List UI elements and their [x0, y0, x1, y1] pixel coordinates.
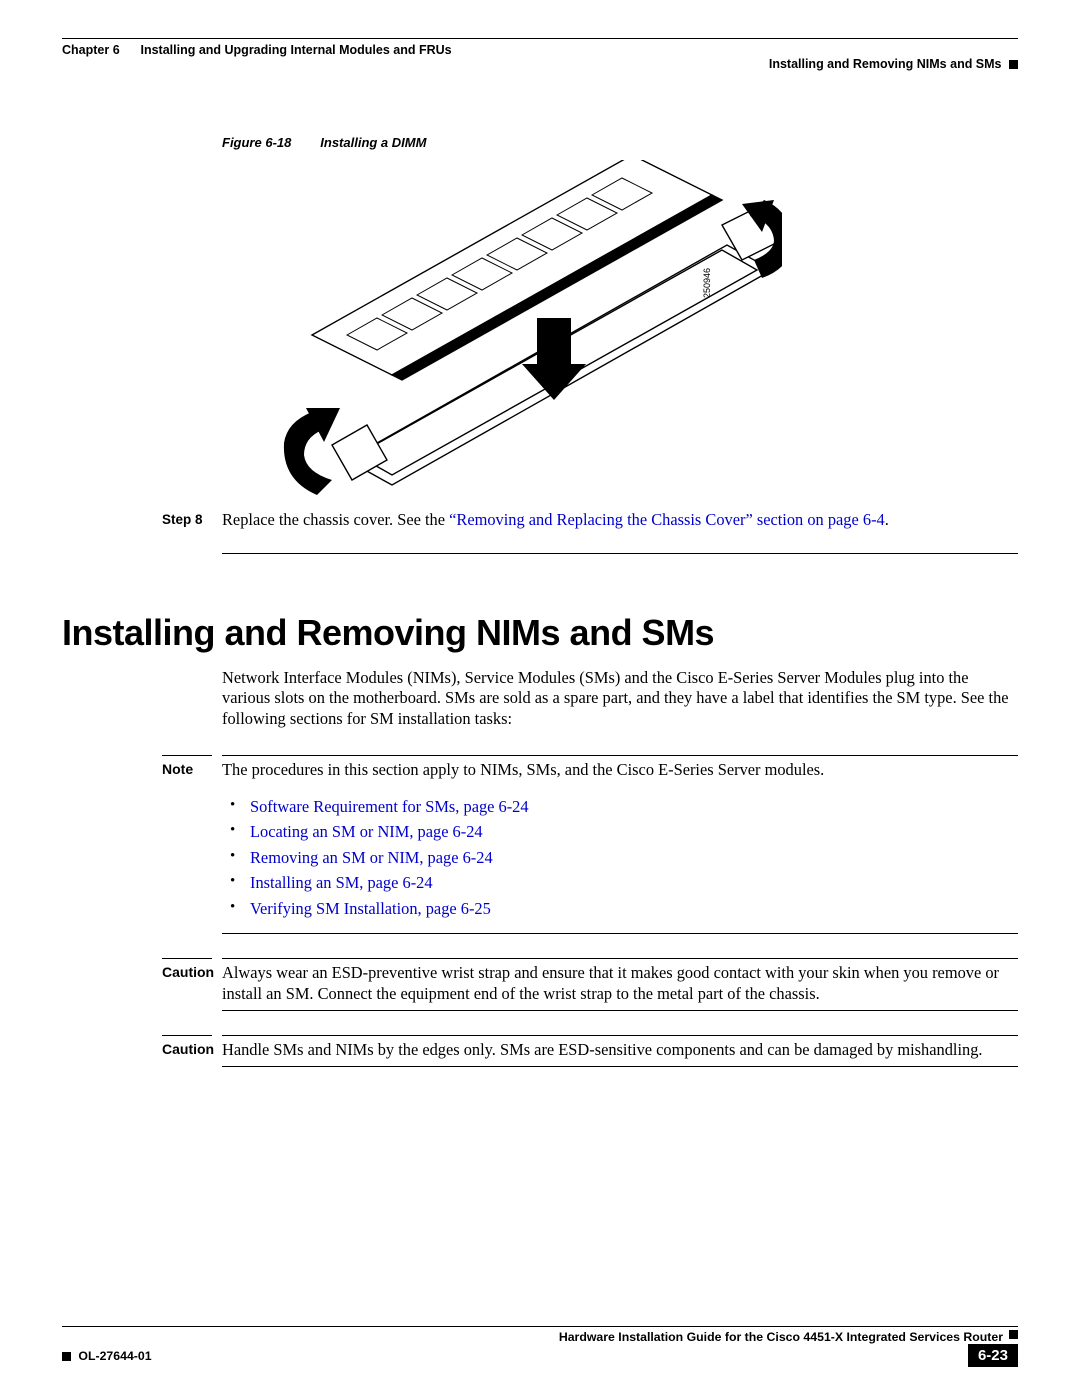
page-header: Chapter 6 Installing and Upgrading Inter…	[62, 43, 1018, 71]
note-rule-short	[162, 755, 212, 756]
note-block: Note The procedures in this section appl…	[162, 755, 1018, 780]
link-locating[interactable]: Locating an SM or NIM, page 6-24	[250, 822, 483, 841]
header-right-wrap: Installing and Removing NIMs and SMs	[769, 43, 1018, 71]
caution-rule-short	[162, 958, 212, 959]
figure-caption: Figure 6-18 Installing a DIMM	[222, 135, 1018, 150]
caution-rule-short	[162, 1035, 212, 1036]
link-installing[interactable]: Installing an SM, page 6-24	[250, 873, 433, 892]
section-intro: Network Interface Modules (NIMs), Servic…	[222, 668, 1018, 730]
caution2-end-rule	[222, 1066, 1018, 1067]
note-rule-long	[222, 755, 1018, 756]
footer-marker-icon	[62, 1352, 71, 1361]
step-row: Step 8 Replace the chassis cover. See th…	[162, 510, 1018, 531]
figure-label: Figure 6-18	[222, 135, 291, 150]
link-list: Software Requirement for SMs, page 6-24 …	[222, 794, 1018, 921]
note-text: The procedures in this section apply to …	[222, 759, 1018, 780]
link-verifying[interactable]: Verifying SM Installation, page 6-25	[250, 899, 491, 918]
figure-title: Installing a DIMM	[320, 135, 426, 150]
step-end-rule	[222, 553, 1018, 554]
list-item: Software Requirement for SMs, page 6-24	[222, 794, 1018, 819]
list-item: Installing an SM, page 6-24	[222, 870, 1018, 895]
footer-marker-icon	[1009, 1330, 1018, 1339]
list-item: Removing an SM or NIM, page 6-24	[222, 845, 1018, 870]
caution-rule-long	[222, 1035, 1018, 1036]
header-left: Chapter 6 Installing and Upgrading Inter…	[62, 43, 452, 71]
document-page: Chapter 6 Installing and Upgrading Inter…	[0, 0, 1080, 1397]
header-rule	[62, 38, 1018, 39]
caution-label: Caution	[162, 1039, 222, 1060]
figure-area: 250946	[222, 154, 1018, 504]
caution-text: Handle SMs and NIMs by the edges only. S…	[222, 1039, 1018, 1060]
header-right: Installing and Removing NIMs and SMs	[769, 57, 1002, 71]
footer-doc-id: OL-27644-01	[78, 1349, 151, 1363]
step-text: Replace the chassis cover. See the “Remo…	[222, 510, 1018, 531]
list-end-rule	[222, 933, 1018, 934]
list-item: Locating an SM or NIM, page 6-24	[222, 819, 1018, 844]
header-marker-icon	[1009, 60, 1018, 69]
dimm-diagram-icon	[262, 160, 782, 500]
caution-block-2: Caution Handle SMs and NIMs by the edges…	[162, 1035, 1018, 1060]
footer-guide-title: Hardware Installation Guide for the Cisc…	[559, 1330, 1003, 1344]
chassis-cover-xref[interactable]: “Removing and Replacing the Chassis Cove…	[449, 510, 885, 529]
caution-label: Caution	[162, 962, 222, 1004]
list-item: Verifying SM Installation, page 6-25	[222, 896, 1018, 921]
link-software-req[interactable]: Software Requirement for SMs, page 6-24	[250, 797, 529, 816]
caution1-end-rule	[222, 1010, 1018, 1011]
step-label: Step 8	[162, 510, 222, 531]
footer-rule	[62, 1326, 1018, 1327]
note-label: Note	[162, 759, 222, 780]
page-number-badge: 6-23	[968, 1344, 1018, 1367]
caution-rule-long	[222, 958, 1018, 959]
caution-text: Always wear an ESD-preventive wrist stra…	[222, 962, 1018, 1004]
link-removing[interactable]: Removing an SM or NIM, page 6-24	[250, 848, 493, 867]
figure-id: 250946	[702, 268, 712, 298]
section-heading: Installing and Removing NIMs and SMs	[62, 612, 1018, 654]
caution-block-1: Caution Always wear an ESD-preventive wr…	[162, 958, 1018, 1004]
footer-left: OL-27644-01	[62, 1349, 152, 1363]
page-footer: Hardware Installation Guide for the Cisc…	[62, 1326, 1018, 1367]
